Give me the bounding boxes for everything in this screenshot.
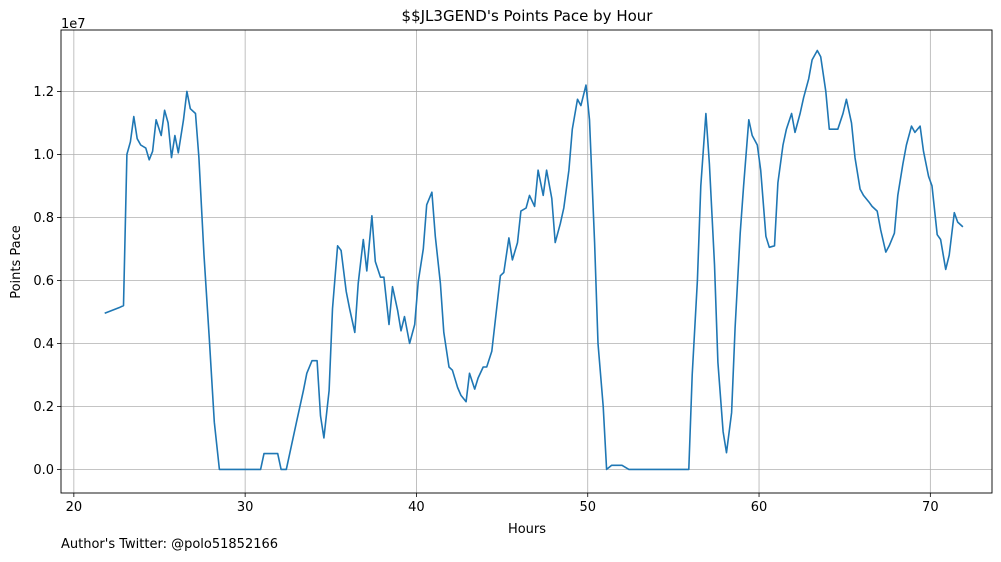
- x-tick-label: 50: [579, 500, 596, 515]
- plot-frame: [60, 29, 993, 494]
- y-tick-label: 1.0: [33, 148, 54, 163]
- y-tick-label: 0.0: [33, 463, 54, 478]
- author-twitter-note: Author's Twitter: @polo51852166: [61, 537, 279, 552]
- y-tick-label: 0.6: [33, 274, 54, 289]
- grid-lines: [61, 30, 992, 493]
- x-tick-label: 30: [237, 500, 254, 515]
- y-axis-ticks: 0.0 0.2 0.4 0.6 0.8 1.0 1.2: [33, 85, 61, 478]
- y-tick-label: 1.2: [33, 85, 54, 100]
- y-tick-label: 0.4: [33, 337, 54, 352]
- x-tick-label: 40: [408, 500, 425, 515]
- x-axis-label: Hours: [508, 522, 546, 537]
- x-tick-label: 60: [751, 500, 768, 515]
- series-group: [104, 49, 964, 471]
- x-axis-ticks: 20 30 40 50 60 70: [66, 493, 939, 515]
- y-axis-label: Points Pace: [9, 225, 24, 299]
- y-tick-label: 0.8: [33, 211, 54, 226]
- y-offset-label: 1e7: [61, 17, 86, 32]
- chart-title: $$JL3GEND's Points Pace by Hour: [402, 7, 654, 25]
- series-line: [104, 49, 964, 471]
- y-tick-label: 0.2: [33, 400, 54, 415]
- x-tick-label: 70: [922, 500, 939, 515]
- x-tick-label: 20: [66, 500, 83, 515]
